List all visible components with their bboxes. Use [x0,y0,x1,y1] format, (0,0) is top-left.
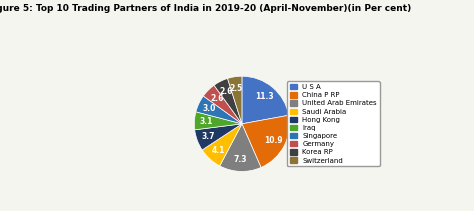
Text: 2.5: 2.5 [230,84,243,93]
Text: 10.9: 10.9 [264,136,283,145]
Wedge shape [195,124,242,150]
Wedge shape [214,78,242,124]
Text: 2.6: 2.6 [219,87,233,96]
Text: 3.7: 3.7 [202,132,215,141]
Wedge shape [242,115,290,168]
Text: 2.6: 2.6 [210,94,223,103]
Text: 4.1: 4.1 [211,146,225,155]
Wedge shape [228,76,242,124]
Wedge shape [220,124,261,172]
Legend: U S A, China P RP, United Arab Emirates, Saudi Arabia, Hong Kong, Iraq, Singapor: U S A, China P RP, United Arab Emirates,… [287,81,380,166]
Wedge shape [242,76,289,124]
Text: 3.1: 3.1 [200,117,213,126]
Wedge shape [196,96,242,124]
Text: Figure 5: Top 10 Trading Partners of India in 2019-20 (April-November)(in Per ce: Figure 5: Top 10 Trading Partners of Ind… [0,4,411,13]
Wedge shape [194,112,242,130]
Text: 7.3: 7.3 [234,155,247,164]
Text: 3.0: 3.0 [203,104,216,113]
Text: 11.3: 11.3 [255,92,274,101]
Wedge shape [202,124,242,166]
Wedge shape [203,85,242,124]
